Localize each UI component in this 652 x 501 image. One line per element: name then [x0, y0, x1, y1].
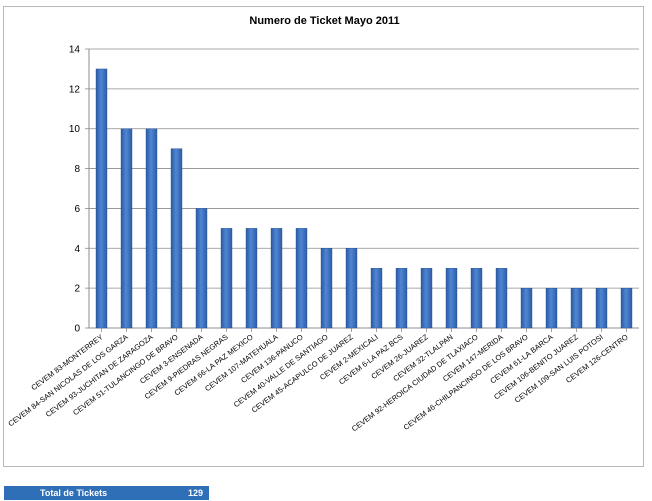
y-tick-label: 10	[69, 124, 81, 135]
bar	[395, 268, 408, 329]
bar	[420, 268, 433, 329]
bar	[270, 228, 283, 329]
bar	[595, 287, 608, 329]
bar	[195, 208, 208, 329]
bar	[170, 148, 183, 329]
total-tickets-value: 129	[187, 488, 203, 498]
total-tickets-label: Total de Tickets	[40, 488, 108, 498]
bar	[120, 128, 133, 329]
bar	[245, 228, 258, 329]
bar	[370, 268, 383, 329]
y-tick-label: 6	[74, 204, 80, 215]
y-tick-label: 2	[74, 284, 80, 295]
y-tick-label: 0	[74, 324, 80, 335]
total-tickets-bar: Total de Tickets 129	[4, 486, 209, 500]
bar	[320, 248, 333, 329]
y-tick-label: 8	[74, 164, 80, 175]
bar	[545, 287, 558, 329]
y-tick-label: 14	[69, 45, 81, 56]
bar	[620, 287, 633, 329]
bar	[570, 287, 583, 329]
bar	[145, 128, 158, 329]
bars	[95, 68, 633, 329]
y-tick-label: 4	[74, 244, 80, 255]
x-tick-label: CEVEM 93-JUCHITAN DE ZARAGOZA	[44, 332, 155, 419]
y-tick-label: 12	[69, 84, 81, 95]
bar	[345, 248, 358, 329]
bar	[520, 287, 533, 329]
bar	[495, 268, 508, 329]
chart-frame: Numero de Ticket Mayo 2011 0 2 4 6 8 10 12 14 CE…	[3, 6, 644, 467]
bar	[445, 268, 458, 329]
bar	[220, 228, 233, 329]
chart-title: Numero de Ticket Mayo 2011	[249, 15, 400, 27]
bar	[470, 268, 483, 329]
bar	[95, 68, 108, 329]
bar	[295, 228, 308, 329]
